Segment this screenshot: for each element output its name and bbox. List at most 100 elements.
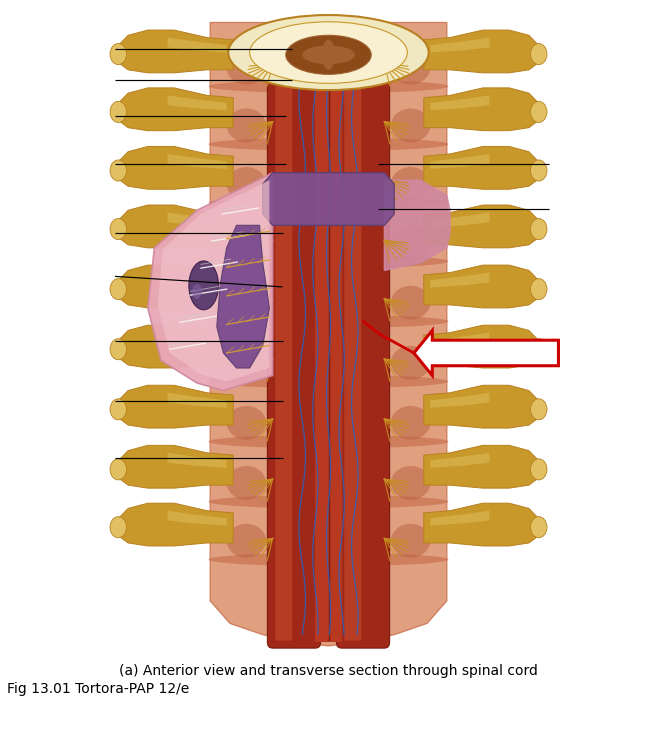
Ellipse shape — [391, 167, 430, 201]
Polygon shape — [424, 385, 542, 428]
Ellipse shape — [391, 466, 430, 500]
Ellipse shape — [322, 40, 335, 70]
Polygon shape — [168, 453, 227, 468]
Polygon shape — [414, 330, 558, 376]
Polygon shape — [430, 333, 489, 348]
Polygon shape — [424, 503, 542, 546]
Ellipse shape — [209, 435, 448, 448]
Ellipse shape — [531, 517, 547, 538]
Ellipse shape — [110, 219, 126, 240]
Polygon shape — [430, 213, 489, 228]
Ellipse shape — [227, 225, 266, 259]
Ellipse shape — [227, 466, 266, 500]
Ellipse shape — [110, 160, 126, 181]
Ellipse shape — [227, 524, 266, 557]
FancyBboxPatch shape — [336, 54, 390, 648]
Ellipse shape — [286, 35, 371, 74]
Ellipse shape — [192, 284, 202, 299]
Polygon shape — [168, 333, 227, 348]
Polygon shape — [424, 325, 542, 368]
Ellipse shape — [209, 255, 448, 268]
Ellipse shape — [391, 225, 430, 259]
Ellipse shape — [227, 406, 266, 439]
Ellipse shape — [110, 399, 126, 420]
Ellipse shape — [391, 50, 430, 85]
Ellipse shape — [531, 459, 547, 480]
Ellipse shape — [229, 15, 429, 90]
Ellipse shape — [328, 601, 374, 635]
Ellipse shape — [531, 339, 547, 360]
Ellipse shape — [209, 137, 448, 151]
Polygon shape — [217, 225, 269, 368]
Ellipse shape — [227, 50, 266, 85]
Ellipse shape — [209, 553, 448, 566]
Polygon shape — [115, 385, 233, 428]
FancyBboxPatch shape — [275, 65, 292, 641]
Polygon shape — [168, 38, 227, 53]
Ellipse shape — [227, 167, 266, 201]
Polygon shape — [424, 445, 542, 488]
Polygon shape — [115, 265, 233, 308]
Polygon shape — [115, 88, 233, 131]
Ellipse shape — [209, 80, 448, 93]
Polygon shape — [424, 265, 542, 308]
Polygon shape — [115, 205, 233, 248]
Ellipse shape — [110, 459, 126, 480]
Ellipse shape — [531, 160, 547, 181]
Ellipse shape — [531, 101, 547, 122]
Polygon shape — [158, 180, 269, 382]
Ellipse shape — [227, 108, 266, 142]
Polygon shape — [148, 173, 273, 391]
Ellipse shape — [110, 101, 126, 122]
Text: (a) Anterior view and transverse section through spinal cord: (a) Anterior view and transverse section… — [119, 664, 538, 677]
Ellipse shape — [110, 517, 126, 538]
Ellipse shape — [391, 524, 430, 557]
Polygon shape — [430, 95, 489, 110]
Polygon shape — [115, 30, 233, 73]
Polygon shape — [424, 146, 542, 189]
Ellipse shape — [209, 495, 448, 508]
Polygon shape — [168, 393, 227, 408]
Polygon shape — [115, 445, 233, 488]
Ellipse shape — [283, 601, 328, 635]
Polygon shape — [430, 38, 489, 53]
Ellipse shape — [302, 45, 355, 65]
Polygon shape — [168, 95, 227, 110]
Bar — [315, 60, 342, 642]
Polygon shape — [384, 180, 450, 270]
Polygon shape — [115, 325, 233, 368]
Ellipse shape — [391, 286, 430, 320]
FancyBboxPatch shape — [267, 54, 321, 648]
Ellipse shape — [531, 399, 547, 420]
Ellipse shape — [227, 345, 266, 379]
Polygon shape — [168, 273, 227, 288]
Ellipse shape — [209, 196, 448, 210]
Polygon shape — [168, 511, 227, 526]
Ellipse shape — [531, 219, 547, 240]
Ellipse shape — [110, 339, 126, 360]
Ellipse shape — [306, 593, 351, 635]
Polygon shape — [430, 511, 489, 526]
Polygon shape — [430, 393, 489, 408]
Ellipse shape — [391, 108, 430, 142]
Polygon shape — [168, 154, 227, 169]
Ellipse shape — [531, 44, 547, 65]
Ellipse shape — [227, 286, 266, 320]
Polygon shape — [430, 154, 489, 169]
Polygon shape — [424, 30, 542, 73]
Polygon shape — [430, 273, 489, 288]
Polygon shape — [424, 205, 542, 248]
Polygon shape — [430, 453, 489, 468]
Ellipse shape — [531, 279, 547, 300]
Ellipse shape — [110, 279, 126, 300]
Polygon shape — [210, 23, 447, 646]
Polygon shape — [115, 146, 233, 189]
Polygon shape — [168, 213, 227, 228]
Ellipse shape — [391, 345, 430, 379]
Polygon shape — [424, 88, 542, 131]
Polygon shape — [115, 503, 233, 546]
Ellipse shape — [110, 44, 126, 65]
Ellipse shape — [209, 315, 448, 328]
Ellipse shape — [250, 22, 407, 83]
Text: Fig 13.01 Tortora-PAP 12/e: Fig 13.01 Tortora-PAP 12/e — [7, 682, 189, 695]
